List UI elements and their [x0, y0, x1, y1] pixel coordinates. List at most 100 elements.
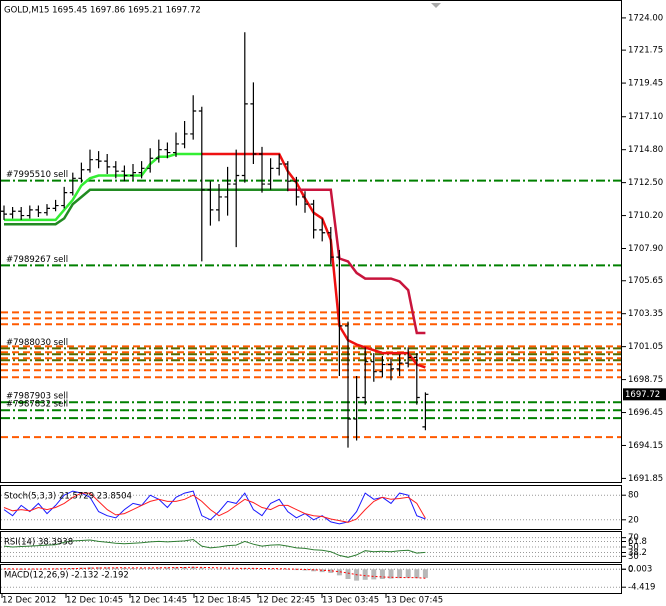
y-tick-label: 1712.50: [628, 178, 663, 188]
y-tick-label: 1717.10: [628, 112, 663, 122]
price-bar: [138, 161, 145, 179]
price-bar: [87, 149, 93, 173]
histogram-bar: [44, 568, 50, 570]
y-tick-label: 0.003: [628, 565, 652, 575]
indicator-line: [3, 492, 426, 523]
window-title: MACD(12,26,9) -2.132 -2.192: [4, 571, 129, 581]
price-bar: [121, 165, 128, 182]
price-bar: [224, 166, 231, 216]
indicator-line: [3, 490, 426, 525]
price-bar: [310, 199, 317, 239]
y-tick-label: 1721.75: [628, 46, 663, 56]
price-bar: [164, 142, 171, 159]
price-bar: [370, 353, 377, 382]
price-bar: [190, 95, 197, 140]
y-tick-label: 1714.80: [628, 145, 663, 155]
histogram-bar: [216, 568, 222, 570]
price-bar: [216, 184, 222, 222]
histogram-bar: [104, 567, 110, 570]
y-tick-label: 1707.90: [628, 244, 663, 254]
rsi-frame: [0, 531, 622, 563]
histogram-bar: [225, 569, 231, 570]
histogram-bar: [121, 567, 127, 570]
price-bar: [396, 354, 403, 377]
price-bar: [388, 358, 394, 381]
y-tick-label: 1698.75: [628, 375, 663, 385]
histogram-bar: [207, 568, 213, 570]
stoch-frame: [0, 485, 622, 530]
price-bar: [155, 139, 162, 163]
histogram-bar: [18, 569, 24, 570]
x-tick-label: 13 Dec 07:45: [386, 596, 443, 606]
price-bar: [52, 199, 59, 212]
price-bar: [345, 321, 351, 448]
macd-frame: [0, 564, 622, 594]
price-bar: [319, 218, 326, 242]
histogram-bar: [414, 569, 420, 579]
price-bar: [267, 158, 274, 190]
price-bar: [95, 151, 102, 169]
indicator-line: [3, 538, 426, 558]
window-title: Stoch(5,3,3) 21.5729 23.8504: [4, 492, 132, 502]
y-tick-label: 38.2: [628, 548, 647, 558]
histogram-bar: [422, 569, 428, 578]
x-tick-label: 13 Dec 03:45: [322, 596, 379, 606]
current-price-label: 1697.72: [625, 390, 660, 400]
price-bar: [147, 148, 154, 173]
histogram-bar: [87, 567, 93, 570]
price-bar: [61, 186, 68, 209]
histogram-bar: [362, 569, 368, 580]
y-tick-label: 1703.35: [628, 309, 663, 319]
trail-line: [4, 188, 288, 226]
histogram-bar: [388, 569, 394, 579]
price-bar: [69, 172, 76, 196]
histogram-bar: [345, 569, 351, 579]
order-label: #7989267 sell: [6, 255, 68, 265]
current-price-box: [623, 388, 666, 401]
price-bar: [44, 204, 50, 216]
histogram-bar: [130, 568, 136, 570]
price-bar: [336, 249, 343, 377]
histogram-bar: [328, 569, 334, 573]
price-bar: [1, 205, 7, 220]
price-bar: [78, 162, 85, 183]
x-tick-label: 12 Dec 10:45: [66, 596, 123, 606]
price-bar: [327, 227, 334, 265]
price-bar: [413, 353, 420, 405]
histogram-bar: [336, 569, 342, 576]
price-bar: [112, 161, 119, 179]
y-tick-label: 61.8: [628, 537, 647, 547]
shift-marker: [431, 3, 441, 8]
histogram-bar: [182, 567, 188, 570]
x-tick-label: 12 Dec 14:45: [130, 596, 187, 606]
histogram-bar: [268, 569, 274, 570]
histogram-bar: [259, 568, 265, 570]
main-frame: [0, 0, 622, 483]
window-title: RSI(14) 38.3938: [4, 538, 73, 548]
y-tick-label: 1696.45: [628, 408, 663, 418]
histogram-bar: [405, 569, 411, 578]
histogram-bar: [285, 569, 291, 570]
histogram-bar: [35, 568, 41, 570]
price-bar: [250, 82, 257, 165]
order-label: #7987903 sell: [6, 392, 68, 402]
y-tick-label: 1691.85: [628, 474, 663, 484]
histogram-bar: [199, 567, 205, 570]
price-bar: [18, 206, 25, 220]
y-tick-label: 70: [628, 533, 639, 543]
histogram-bar: [147, 567, 153, 570]
price-bar: [302, 191, 308, 213]
order-label: #7995510 sell: [6, 170, 68, 180]
price-bar: [104, 153, 111, 175]
histogram-bar: [233, 569, 239, 570]
histogram-bar: [371, 569, 377, 580]
price-bar: [362, 347, 369, 405]
price-bar: [276, 153, 283, 176]
histogram-bar: [190, 566, 196, 570]
y-tick-label: 1705.65: [628, 276, 663, 286]
price-bar: [405, 347, 412, 368]
histogram-bar: [164, 567, 170, 570]
price-bar: [284, 161, 291, 192]
histogram-bar: [156, 567, 162, 570]
trail-line: [287, 188, 426, 335]
